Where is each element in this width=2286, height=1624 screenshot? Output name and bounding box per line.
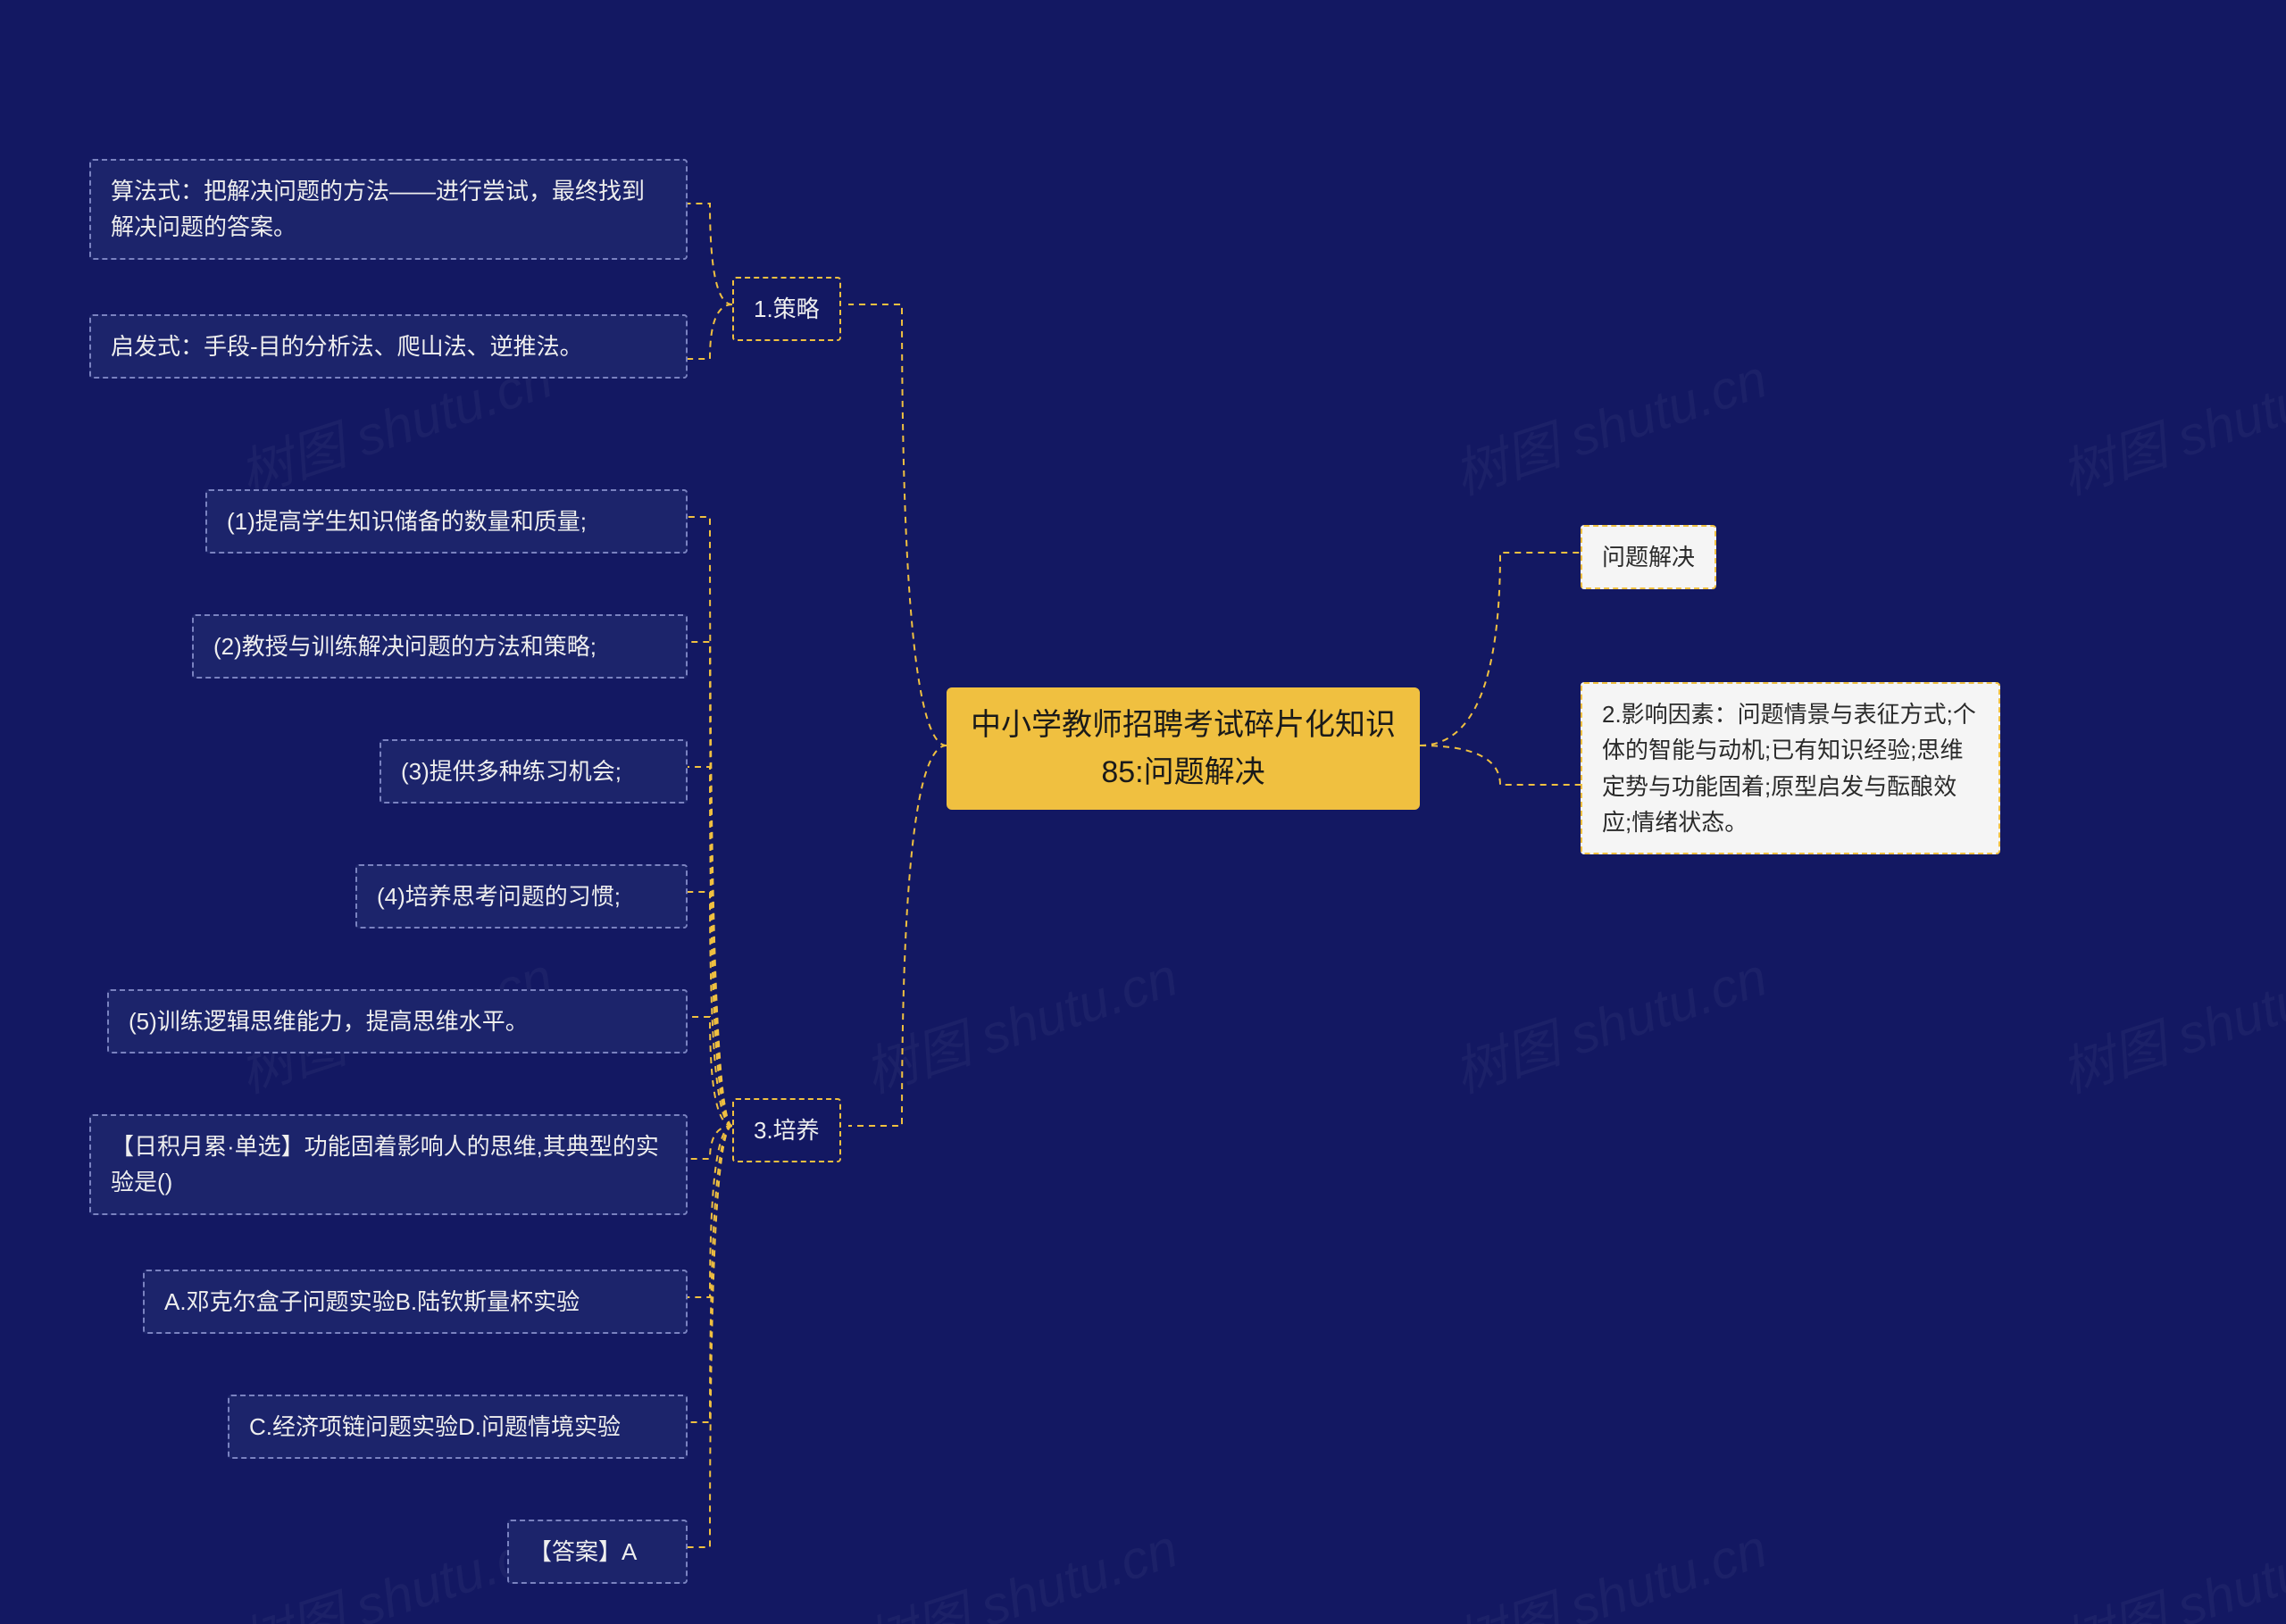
watermark: 树图 shutu.cn — [2049, 1505, 2286, 1624]
leaf-strategy-a: 算法式：把解决问题的方法——进行尝试，最终找到解决问题的答案。 — [89, 159, 688, 260]
branch-cultivate: 3.培养 — [732, 1098, 841, 1162]
watermark: 树图 shutu.cn — [853, 1505, 1186, 1624]
leaf-cultivate-a: (1)提高学生知识储备的数量和质量; — [205, 489, 688, 554]
leaf-strategy-b: 启发式：手段-目的分析法、爬山法、逆推法。 — [89, 314, 688, 379]
center-title: 中小学教师招聘考试碎片化知识85:问题解决 — [971, 708, 1396, 789]
watermark: 树图 shutu.cn — [1442, 934, 1775, 1108]
leaf-cultivate-d-text: (4)培养思考问题的习惯; — [377, 883, 621, 910]
leaf-cultivate-g: A.邓克尔盒子问题实验B.陆钦斯量杯实验 — [143, 1270, 688, 1334]
watermark: 树图 shutu.cn — [2049, 336, 2286, 510]
watermark: 树图 shutu.cn — [853, 934, 1186, 1108]
leaf-cultivate-c: (3)提供多种练习机会; — [380, 739, 688, 804]
branch-strategy: 1.策略 — [732, 277, 841, 341]
watermark: 树图 shutu.cn — [1442, 336, 1775, 510]
leaf-cultivate-h-text: C.经济项链问题实验D.问题情境实验 — [249, 1413, 621, 1440]
leaf-cultivate-e: (5)训练逻辑思维能力，提高思维水平。 — [107, 989, 688, 1054]
leaf-cultivate-c-text: (3)提供多种练习机会; — [401, 758, 622, 785]
leaf-cultivate-i-text: 【答案】A — [529, 1538, 637, 1565]
leaf-cultivate-b: (2)教授与训练解决问题的方法和策略; — [192, 614, 688, 679]
leaf-cultivate-f: 【日积月累·单选】功能固着影响人的思维,其典型的实验是() — [89, 1114, 688, 1215]
right-item-1-text: 问题解决 — [1602, 544, 1695, 570]
watermark: 树图 shutu.cn — [1442, 1505, 1775, 1624]
leaf-cultivate-i: 【答案】A — [507, 1520, 688, 1584]
branch-cultivate-label: 3.培养 — [754, 1117, 820, 1144]
leaf-strategy-b-text: 启发式：手段-目的分析法、爬山法、逆推法。 — [111, 333, 583, 360]
right-item-2: 2.影响因素：问题情景与表征方式;个体的智能与动机;已有知识经验;思维定势与功能… — [1581, 682, 2000, 854]
leaf-cultivate-g-text: A.邓克尔盒子问题实验B.陆钦斯量杯实验 — [164, 1288, 580, 1315]
leaf-strategy-a-text: 算法式：把解决问题的方法——进行尝试，最终找到解决问题的答案。 — [111, 178, 645, 240]
right-item-2-text: 2.影响因素：问题情景与表征方式;个体的智能与动机;已有知识经验;思维定势与功能… — [1602, 701, 1976, 836]
leaf-cultivate-h: C.经济项链问题实验D.问题情境实验 — [228, 1395, 688, 1459]
leaf-cultivate-d: (4)培养思考问题的习惯; — [355, 864, 688, 929]
center-node: 中小学教师招聘考试碎片化知识85:问题解决 — [947, 687, 1420, 810]
right-item-1: 问题解决 — [1581, 525, 1716, 589]
leaf-cultivate-e-text: (5)训练逻辑思维能力，提高思维水平。 — [129, 1008, 529, 1035]
branch-strategy-label: 1.策略 — [754, 296, 820, 322]
leaf-cultivate-b-text: (2)教授与训练解决问题的方法和策略; — [213, 633, 597, 660]
leaf-cultivate-a-text: (1)提高学生知识储备的数量和质量; — [227, 508, 587, 535]
watermark: 树图 shutu.cn — [2049, 934, 2286, 1108]
leaf-cultivate-f-text: 【日积月累·单选】功能固着影响人的思维,其典型的实验是() — [111, 1133, 659, 1195]
